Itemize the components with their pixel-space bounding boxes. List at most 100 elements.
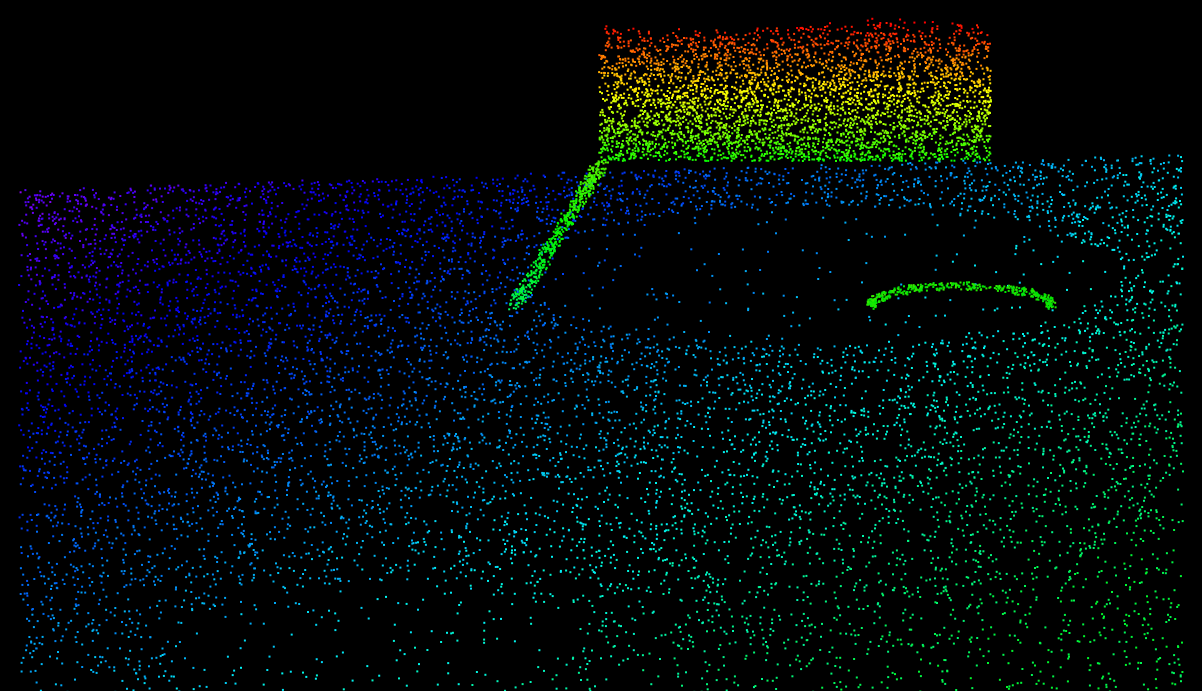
point (620, 452, 623, 455)
point (1165, 568, 1168, 571)
point (184, 657, 186, 660)
point (1091, 205, 1094, 208)
point (76, 221, 79, 224)
point (267, 345, 270, 348)
point (805, 419, 808, 422)
point (903, 421, 906, 424)
point (115, 208, 118, 211)
point (226, 205, 229, 208)
point (466, 522, 469, 525)
point (1038, 552, 1041, 555)
point (158, 410, 161, 413)
point (337, 314, 340, 316)
point (323, 211, 326, 214)
point (1136, 502, 1139, 505)
point (207, 418, 210, 421)
point (431, 460, 434, 463)
point (379, 290, 382, 293)
point (483, 233, 486, 236)
point (35, 199, 38, 201)
point (442, 480, 445, 483)
point (576, 556, 579, 559)
point (33, 642, 36, 645)
point (134, 633, 137, 636)
point (492, 575, 495, 578)
point (598, 261, 601, 264)
point (403, 229, 406, 232)
point (464, 437, 467, 440)
point (701, 529, 704, 532)
point (212, 343, 215, 346)
point (1172, 549, 1175, 552)
point (504, 474, 506, 477)
point (900, 376, 903, 379)
point (765, 353, 768, 355)
point (1103, 495, 1106, 498)
point (1113, 517, 1116, 520)
point (444, 236, 446, 239)
point (300, 465, 303, 468)
point (964, 187, 967, 190)
point (370, 236, 373, 239)
point (432, 310, 435, 313)
point (1069, 619, 1072, 622)
point (384, 557, 387, 560)
point (444, 386, 447, 388)
point (293, 374, 296, 377)
point (677, 675, 680, 678)
point (609, 585, 612, 588)
point (127, 279, 130, 282)
point (176, 323, 179, 326)
point (755, 397, 758, 399)
point (64, 378, 67, 380)
point (23, 321, 26, 324)
point (587, 378, 590, 381)
point (206, 293, 209, 296)
point (154, 371, 157, 374)
point (76, 612, 79, 615)
point (329, 448, 332, 451)
point (217, 437, 220, 440)
point (434, 546, 437, 549)
point (1013, 546, 1016, 549)
point (27, 290, 30, 293)
point (680, 528, 683, 531)
point (457, 332, 459, 335)
point (358, 257, 361, 260)
point (542, 434, 545, 437)
point (337, 619, 340, 622)
point (744, 657, 747, 660)
point (274, 538, 276, 541)
point (99, 327, 102, 330)
point (243, 205, 246, 208)
point (119, 281, 122, 284)
point (461, 506, 464, 509)
point (39, 214, 42, 217)
point (1123, 477, 1125, 480)
point (238, 509, 241, 512)
point (621, 380, 624, 383)
point (1179, 242, 1182, 245)
point (425, 523, 428, 526)
point (1047, 404, 1049, 407)
point (946, 669, 949, 672)
point (781, 337, 784, 340)
point (665, 571, 668, 574)
point (984, 505, 986, 508)
point (678, 346, 681, 349)
point (767, 593, 769, 596)
point (360, 272, 363, 275)
point (1009, 483, 1012, 486)
point (454, 339, 457, 342)
point (686, 420, 689, 422)
point (171, 370, 174, 373)
point (152, 281, 155, 284)
point (67, 423, 70, 426)
point (27, 583, 30, 586)
point (506, 395, 509, 398)
point (1115, 433, 1118, 436)
point (911, 355, 913, 358)
point (658, 183, 661, 186)
point (1105, 683, 1108, 686)
point (303, 274, 306, 277)
